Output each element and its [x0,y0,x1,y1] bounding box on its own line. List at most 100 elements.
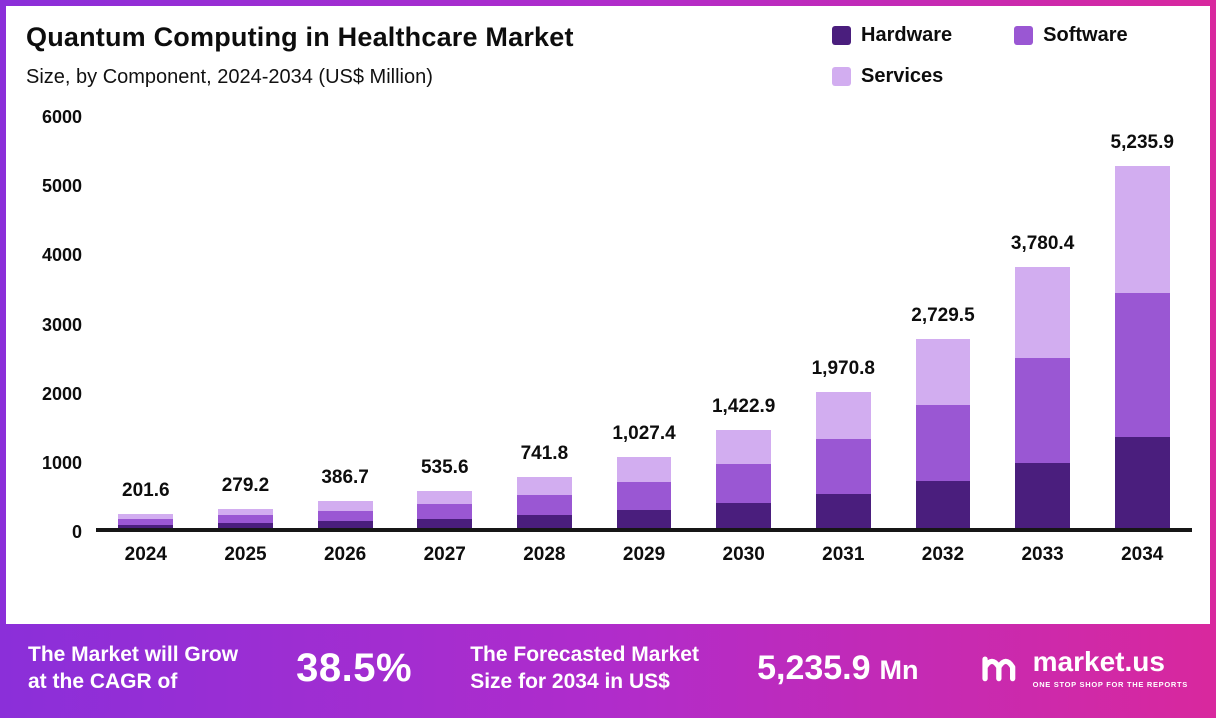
bar-segment-services [716,429,772,465]
bar-value-label: 1,027.4 [612,422,676,444]
stacked-bar [616,456,672,528]
cagr-text-line2: at the CAGR of [28,670,178,693]
logo-tagline: ONE STOP SHOP FOR THE REPORTS [1032,679,1188,689]
cagr-value: 38.5% [296,645,413,690]
bar-value-label: 1,970.8 [811,357,876,379]
x-tick-label: 2032 [921,544,965,565]
bar-value-label: 2,729.5 [911,305,975,327]
bar-value-label: 201.6 [122,480,170,502]
bar-segment-services [516,476,572,495]
bar-segment-software [716,464,772,504]
stacked-bar [417,490,473,528]
bar-value-label: 535.6 [420,456,469,478]
banner: The Market will Grow at the CAGR of 38.5… [6,624,1210,712]
forecast-text: The Forecasted Market Size for 2034 in U… [470,641,699,696]
bar-segment-hardware [1114,437,1170,528]
y-tick-label: 0 [71,522,82,542]
x-tick-label: 2024 [124,544,167,565]
stacked-bar [516,476,572,528]
bar-segment-services [417,490,473,504]
x-tick-label: 2027 [423,544,466,565]
forecast-unit: Mn [879,654,919,685]
bar-group-2032: 2,729.5 [893,117,993,528]
bar-segment-hardware [915,480,971,528]
y-tick-label: 1000 [41,452,82,473]
bar-segment-hardware [516,515,572,528]
forecast-text-line1: The Forecasted Market [470,642,699,666]
x-tick-label: 2033 [1021,544,1064,565]
bar-segment-software [417,503,473,519]
bar-segment-software [118,518,174,525]
logo-text: market.us [1032,645,1165,677]
bar-segment-services [218,508,273,516]
bar-segment-services [915,339,971,406]
forecast-text-line2: Size for 2034 in US$ [470,670,670,693]
x-axis-labels: 2024 2025 2026 2027 2028 2029 2030 2031 2032 2033… [96,544,1192,566]
bar-segment-hardware [616,510,672,528]
legend-item-services: Services [832,65,943,88]
legend-label: Software [1043,24,1128,46]
logo-text-block: market.us ONE STOP SHOP FOR THE REPORTS [1032,645,1188,689]
bar-segment-hardware [1015,462,1070,528]
legend-item-hardware: Hardware [832,24,952,47]
stacked-bar [1015,266,1070,528]
chart-header: Quantum Computing in Healthcare Market S… [6,6,1210,89]
bar-value-label: 386.7 [321,467,369,489]
bar-segment-hardware [716,503,772,528]
bar-segment-services [118,514,174,519]
y-tick-label: 5000 [41,176,82,197]
bar-group-2028: 741.8 [495,117,595,528]
stacked-bar [815,391,871,528]
y-tick-label: 6000 [41,107,82,127]
stacked-bar [218,508,273,528]
x-tick-label: 2026 [323,544,367,565]
chart-section: 0 1000 2000 3000 4000 5000 6000 201.6 279.2 386.… [6,89,1210,624]
cagr-text-line1: The Market will Grow [28,642,239,666]
bar-group-2030: 1,422.9 [694,117,794,528]
cagr-text: The Market will Grow at the CAGR of [28,641,238,696]
bar-segment-software [1015,358,1070,463]
plot-area: 201.6 279.2 386.7 535.6 741.8 1,027.4 1,422.9 1… [96,117,1192,532]
legend-swatch [1014,26,1034,45]
marketus-logo: market.us ONE STOP SHOP FOR THE REPORTS [977,643,1188,694]
bar-value-label: 279.2 [221,474,270,496]
bar-group-2025: 279.2 [196,117,296,528]
bar-group-2031: 1,970.8 [793,117,893,528]
bar-segment-software [815,439,871,494]
bar-segment-services [815,391,871,440]
stacked-bar [317,501,373,528]
legend: Hardware Software Services [832,24,1184,88]
legend-swatch [832,67,851,86]
x-tick-label: 2034 [1121,544,1164,565]
bar-segment-hardware [815,493,871,528]
x-tick-label: 2031 [822,544,865,565]
bar-segment-software [516,494,572,516]
bar-segment-software [915,405,971,481]
x-tick-label: 2028 [523,544,566,565]
forecast-value: 5,235.9 [757,648,871,687]
y-axis: 0 1000 2000 3000 4000 5000 6000 [22,107,86,542]
stacked-bar [1114,165,1170,528]
bar-value-label: 3,780.4 [1010,232,1075,254]
stacked-bar [915,339,971,528]
y-tick-label: 3000 [41,314,82,335]
legend-item-software: Software [1014,24,1128,47]
stacked-bar [118,514,174,528]
bar-group-2029: 1,027.4 [594,117,694,528]
legend-label: Services [861,65,944,87]
stacked-bar [716,429,772,528]
bar-segment-hardware [417,518,473,528]
y-tick-label: 2000 [41,383,82,404]
bar-group-2024: 201.6 [96,117,196,528]
bar-group-2026: 386.7 [295,117,395,528]
chart-inner: 0 1000 2000 3000 4000 5000 6000 201.6 279.2 386.… [22,107,1192,566]
marketus-m-icon [977,643,1023,694]
bar-segment-hardware [317,521,373,528]
legend-swatch [832,26,851,45]
bar-value-label: 741.8 [520,442,569,464]
bar-group-2033: 3,780.4 [993,117,1093,528]
bar-segment-software [317,510,373,522]
bar-segment-services [317,501,373,511]
bar-segment-services [616,456,672,482]
chart-panel: Quantum Computing in Healthcare Market S… [6,6,1210,712]
